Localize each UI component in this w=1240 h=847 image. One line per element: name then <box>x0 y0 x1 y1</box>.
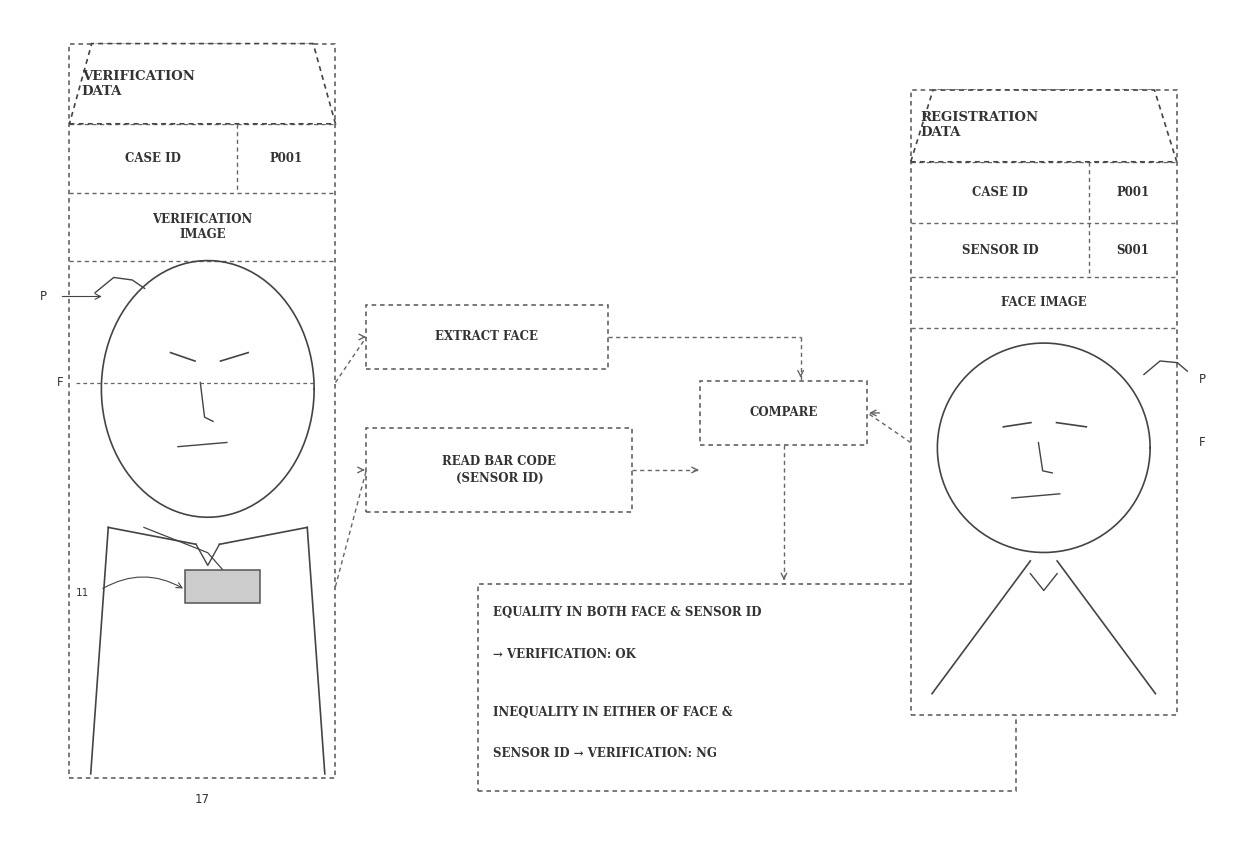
Text: P: P <box>1199 374 1207 386</box>
Text: P001: P001 <box>269 152 303 165</box>
Polygon shape <box>910 90 1177 162</box>
Text: SENSOR ID → VERIFICATION: NG: SENSOR ID → VERIFICATION: NG <box>492 747 717 760</box>
Bar <box>366 428 632 512</box>
Text: EQUALITY IN BOTH FACE & SENSOR ID: EQUALITY IN BOTH FACE & SENSOR ID <box>492 606 761 619</box>
Text: INEQUALITY IN EITHER OF FACE &: INEQUALITY IN EITHER OF FACE & <box>492 706 732 718</box>
Text: P001: P001 <box>1116 185 1149 199</box>
Text: 11: 11 <box>76 589 89 598</box>
Text: VERIFICATION
DATA: VERIFICATION DATA <box>82 70 195 98</box>
Polygon shape <box>69 43 336 124</box>
Bar <box>366 305 608 368</box>
Text: READ BAR CODE
(SENSOR ID): READ BAR CODE (SENSOR ID) <box>443 455 557 485</box>
Text: 17: 17 <box>195 793 210 805</box>
Text: COMPARE: COMPARE <box>750 407 818 419</box>
Text: F: F <box>1199 436 1205 449</box>
Bar <box>910 90 1177 715</box>
Text: F: F <box>57 376 63 389</box>
Text: REGISTRATION
DATA: REGISTRATION DATA <box>920 112 1039 140</box>
Text: FACE IMAGE: FACE IMAGE <box>1001 296 1086 309</box>
Bar <box>186 570 259 603</box>
Text: CASE ID: CASE ID <box>125 152 181 165</box>
Text: VERIFICATION
IMAGE: VERIFICATION IMAGE <box>153 213 253 241</box>
Bar <box>69 43 336 778</box>
Bar <box>701 381 868 445</box>
Text: CASE ID: CASE ID <box>972 185 1028 199</box>
Text: → VERIFICATION: OK: → VERIFICATION: OK <box>492 648 635 661</box>
Bar <box>477 584 1016 791</box>
Text: SENSOR ID: SENSOR ID <box>961 243 1038 257</box>
Text: EXTRACT FACE: EXTRACT FACE <box>435 330 538 344</box>
Text: P: P <box>40 290 47 303</box>
Text: S001: S001 <box>1116 243 1149 257</box>
